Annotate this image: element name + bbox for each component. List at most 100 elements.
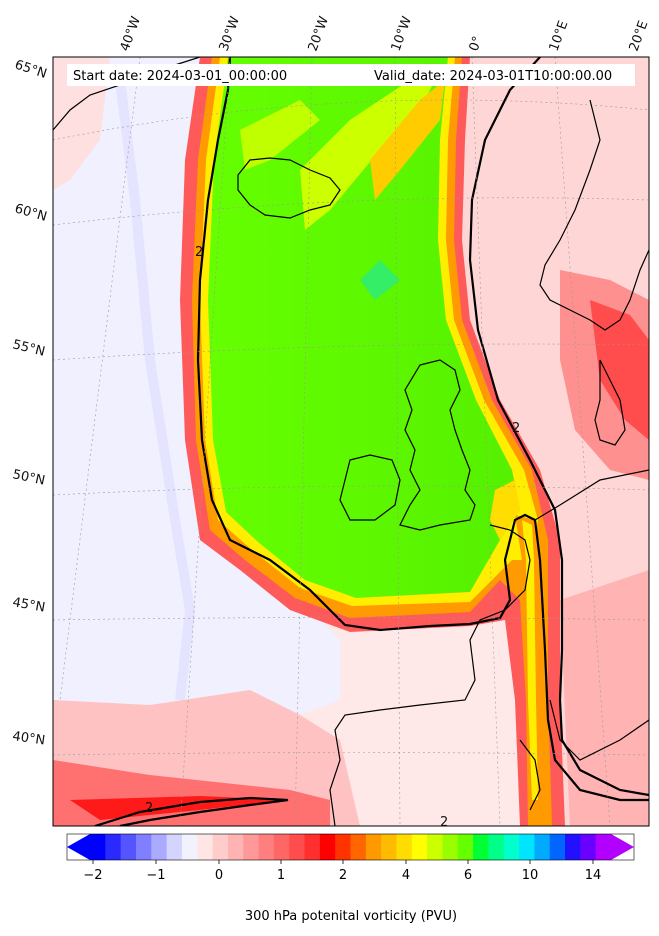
pv-biscay-yellow — [490, 480, 520, 540]
colorbar-cell — [258, 834, 275, 860]
latitude-labels: 65°N 60°N 55°N 50°N 45°N 40°N — [11, 58, 49, 749]
colorbar-cell — [565, 834, 581, 860]
colorbar-over-arrow — [611, 834, 634, 860]
valid-date-label: Valid_date: 2024-03-01T10:00:00.00 — [374, 69, 612, 84]
map-area — [53, 57, 649, 826]
colorbar-cell — [365, 834, 382, 860]
colorbar-cell — [135, 834, 152, 860]
coast-iceland — [237, 157, 341, 219]
lat-label: 55°N — [11, 337, 46, 359]
lat-label: 40°N — [11, 729, 46, 748]
header-box — [67, 64, 635, 86]
pv-southeast — [560, 570, 649, 826]
pv-streak-4 — [360, 260, 400, 300]
colorbar-cell — [304, 834, 321, 860]
colorbar-cell — [473, 834, 490, 860]
colorbar-cell — [289, 834, 306, 860]
coast-europe-north — [534, 469, 649, 521]
colorbar-under-arrow — [67, 834, 90, 860]
pv2-contour-south — [94, 796, 289, 826]
colorbar-tick-label: −2 — [83, 868, 102, 883]
colorbar-cells — [90, 834, 612, 860]
colorbar-tick-label: 0 — [215, 868, 223, 883]
coast-denmark — [594, 359, 626, 446]
pv-negative-region — [53, 57, 340, 720]
colorbar-outline — [66, 833, 635, 861]
lon-label: 0° — [467, 34, 486, 53]
colorbar-cell — [243, 834, 260, 860]
colorbar-cell — [519, 834, 535, 860]
colorbar-tick-label: 6 — [464, 868, 472, 883]
coast-italy — [519, 739, 541, 811]
colorbar-cell — [90, 834, 106, 860]
graticule — [53, 57, 649, 826]
lon-label: 20°E — [627, 19, 652, 54]
colorbar-tick-label: 2 — [339, 868, 347, 883]
colorbar-cell — [396, 834, 413, 860]
coast-med — [549, 699, 649, 761]
coast-britain — [399, 359, 476, 531]
colorbar-cell — [319, 834, 336, 860]
lat-label: 60°N — [13, 201, 49, 224]
contour-label: 2 — [145, 801, 153, 816]
colorbar-cell — [166, 834, 183, 860]
colorbar-cell — [442, 834, 459, 860]
colorbar: −2 −1 0 1 2 4 6 10 14 300 hPa potenital vorticit… — [66, 833, 635, 924]
pv-streak-2 — [370, 80, 445, 200]
pv-streak-3 — [240, 100, 320, 170]
pv-blue-streak — [115, 79, 196, 701]
colorbar-cell — [488, 834, 505, 860]
colorbar-cell — [197, 834, 214, 860]
colorbar-ticks: −2 −1 0 1 2 4 6 10 14 — [83, 860, 601, 883]
colorbar-cell — [549, 834, 566, 860]
longitude-labels: 40°W 30°W 20°W 10°W 0° 10°E 20°E — [118, 14, 652, 53]
colorbar-tick-label: 1 — [277, 868, 285, 883]
colorbar-cell — [227, 834, 244, 860]
colorbar-cell — [273, 834, 290, 860]
colorbar-cell — [350, 834, 367, 860]
colorbar-cell — [181, 834, 198, 860]
colorbar-cell — [335, 834, 352, 860]
colorbar-cell — [151, 834, 168, 860]
colorbar-title: 300 hPa potenital vorticity (PVU) — [245, 909, 457, 924]
colorbar-cell — [595, 834, 612, 860]
pv-streak-1 — [300, 70, 440, 230]
map-frame — [52, 56, 650, 827]
lat-label: 45°N — [11, 595, 46, 615]
pv-south-core — [70, 796, 288, 820]
pv-east-max — [590, 300, 649, 440]
colorbar-cell — [427, 834, 444, 860]
contour-label: 2 — [440, 815, 448, 830]
colorbar-cell — [457, 834, 474, 860]
lon-label: 10°E — [547, 19, 572, 54]
coast-iberia — [329, 524, 531, 826]
colorbar-cell — [212, 834, 229, 860]
pv-tongue-core — [522, 520, 538, 800]
lon-label: 30°W — [217, 14, 243, 53]
coast-ireland — [339, 454, 401, 521]
colorbar-cell — [105, 834, 122, 860]
pv2-contour-east — [468, 57, 649, 797]
pv-west-pink — [53, 57, 110, 190]
contour-label: 2 — [195, 245, 203, 260]
colorbar-tick-label: 14 — [585, 868, 602, 883]
lon-label: 20°W — [306, 14, 332, 53]
start-date-label: Start date: 2024-03-01_00:00:00 — [73, 69, 287, 84]
coast-norway — [539, 99, 649, 331]
colorbar-tick-label: −1 — [146, 868, 165, 883]
contour-label: 2 — [512, 421, 520, 436]
colorbar-cell — [534, 834, 551, 860]
lat-label: 65°N — [13, 58, 49, 82]
lon-label: 10°W — [389, 14, 415, 53]
colorbar-tick-label: 4 — [402, 868, 410, 883]
colorbar-tick-label: 10 — [522, 868, 539, 883]
colorbar-cell — [411, 834, 428, 860]
colorbar-cell — [120, 834, 137, 860]
colorbar-cell — [580, 834, 597, 860]
lat-label: 50°N — [11, 467, 46, 488]
lon-label: 40°W — [118, 14, 144, 53]
pv2-contour-trough — [196, 57, 649, 802]
colorbar-cell — [503, 834, 520, 860]
colorbar-cell — [381, 834, 398, 860]
